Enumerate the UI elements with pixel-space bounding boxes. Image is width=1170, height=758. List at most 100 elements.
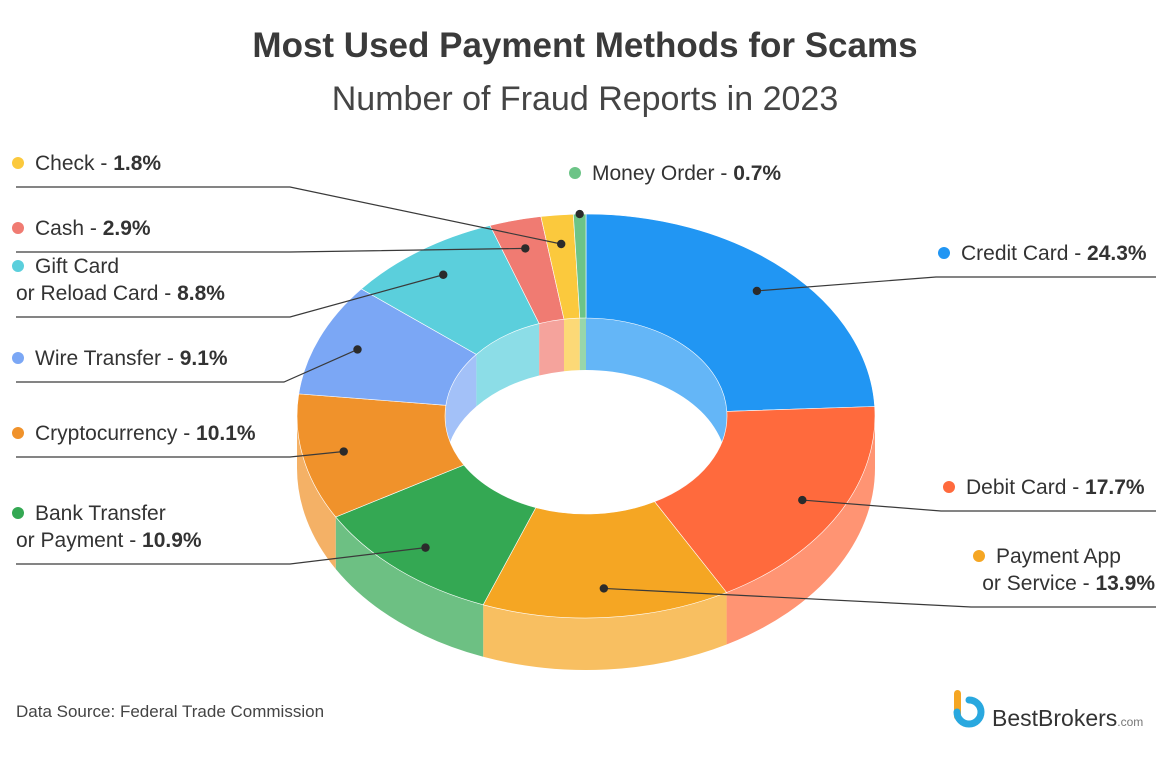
label-money-order: Money Order - 0.7% [569,162,781,185]
leader-dot-gift-card-or-reload-card [439,270,448,279]
label-line-debit-card-0: Debit Card - 17.7% [966,476,1145,499]
inner-wall-check-b [563,318,580,372]
label-line-wire-transfer-0: Wire Transfer - 9.1% [35,347,228,370]
leader-payment-app-or-service [603,587,1156,608]
leader-credit-card [756,276,1156,292]
chart-title: Most Used Payment Methods for Scams [252,26,918,65]
side-payment-app-or-service [483,592,727,671]
label-check: Check - 1.8% [12,152,161,175]
bestbrokers-logo-icon [953,690,985,728]
label-line-bank-transfer-or-payment-0: Bank Transfer [35,502,166,525]
label-line-money-order-0: Money Order - 0.7% [592,162,781,185]
brand-name: BestBrokers.com [992,705,1143,732]
label-value: 1.8% [113,152,161,175]
label-payment-app-or-service: Payment App or Service - 13.9% [973,545,1155,595]
label-bank-transfer-or-payment: Bank Transfer or Payment - 10.9% [12,502,202,552]
side-debit-card [726,416,875,645]
chart-subtitle: Number of Fraud Reports in 2023 [331,80,839,118]
label-text: Money Order - [592,162,733,185]
leader-dot-credit-card [752,286,762,296]
inner-wall-money-order-b [579,317,586,371]
slice-debit-card [654,406,876,593]
label-text: Check - [35,152,113,175]
label-value: 0.7% [733,162,781,185]
leader-dot-cash [521,244,530,253]
inner-wall-credit-card [586,318,727,464]
label-text: Gift Card [35,255,119,278]
label-line-credit-card-0: Credit Card - 24.3% [961,242,1147,265]
leader-dot-money-order [575,209,584,219]
legend-dot-money-order [569,167,581,179]
inner-wall-wire-transfer-b [445,354,477,458]
inner-wall-cash-b [539,319,564,376]
label-value: 8.8% [177,282,225,305]
label-wire-transfer: Wire Transfer - 9.1% [12,347,228,370]
legend-dot-credit-card [938,247,950,259]
label-line-gift-card-or-reload-card-0: Gift Card [35,255,119,278]
donut-sides [297,416,875,671]
legend-dot-wire-transfer [12,352,24,364]
leader-dot-debit-card [798,495,807,505]
leader-lines [16,186,1156,608]
label-text: or Reload Card - [16,282,177,305]
side-bank-transfer-or-payment [335,517,484,657]
leader-bank-transfer-or-payment [16,547,426,565]
legend-dot-debit-card [943,481,955,493]
side-cryptocurrency [297,416,336,569]
leader-gift-card-or-reload-card [16,274,444,318]
leader-wire-transfer [16,348,358,383]
label-text: Bank Transfer [35,502,166,525]
label-line-cash-0: Cash - 2.9% [35,217,151,240]
leader-dot-cryptocurrency [339,447,348,456]
label-gift-card-or-reload-card: Gift Card or Reload Card - 8.8% [12,255,225,305]
label-line-bank-transfer-or-payment-1: or Payment - 10.9% [16,529,202,552]
slice-payment-app-or-service [482,501,728,619]
label-value: 13.9% [1095,572,1155,595]
legend-dot-payment-app-or-service [973,550,985,562]
label-line-payment-app-or-service-0: Payment App [996,545,1121,568]
label-line-check-0: Check - 1.8% [35,152,161,175]
label-text: Debit Card - [966,476,1085,499]
leader-cryptocurrency [16,450,344,458]
donut-top-faces [296,213,876,619]
legend-dot-cash [12,222,24,234]
label-value: 9.1% [180,347,228,370]
slice-credit-card [585,213,876,412]
leader-debit-card [802,499,1156,512]
label-line-gift-card-or-reload-card-1: or Reload Card - 8.8% [16,282,225,305]
leader-cash [16,247,526,253]
label-value: 2.9% [103,217,151,240]
legend-dot-bank-transfer-or-payment [12,507,24,519]
label-debit-card: Debit Card - 17.7% [943,476,1145,499]
label-text: or Service - [982,572,1095,595]
label-credit-card: Credit Card - 24.3% [938,242,1147,265]
leader-dot-bank-transfer-or-payment [421,543,430,552]
brand-main: BestBrokers [992,705,1118,731]
legend-dot-gift-card-or-reload-card [12,260,24,272]
slice-labels: Credit Card - 24.3% Debit Card - 17.7% Pay… [12,152,1155,595]
leader-dot-payment-app-or-service [599,584,609,593]
brand-suffix: .com [1117,715,1144,729]
label-cash: Cash - 2.9% [12,217,151,240]
label-text: Cash - [35,217,103,240]
label-value: 10.1% [196,422,256,445]
data-source: Data Source: Federal Trade Commission [16,702,325,721]
label-text: or Payment - [16,529,142,552]
label-value: 24.3% [1087,242,1147,265]
label-cryptocurrency: Cryptocurrency - 10.1% [12,422,256,445]
leader-check [16,186,562,245]
inner-wall-gift-card-or-reload-card-b [476,323,540,407]
label-line-cryptocurrency-0: Cryptocurrency - 10.1% [35,422,256,445]
label-value: 10.9% [142,529,202,552]
legend-dot-check [12,157,24,169]
leader-dot-check [557,239,566,249]
leader-dot-wire-transfer [353,345,362,354]
label-line-payment-app-or-service-1: or Service - 13.9% [982,572,1155,595]
label-text: Cryptocurrency - [35,422,196,445]
label-text: Wire Transfer - [35,347,180,370]
label-text: Payment App [996,545,1121,568]
legend-dot-cryptocurrency [12,427,24,439]
label-value: 17.7% [1085,476,1145,499]
label-text: Credit Card - [961,242,1087,265]
